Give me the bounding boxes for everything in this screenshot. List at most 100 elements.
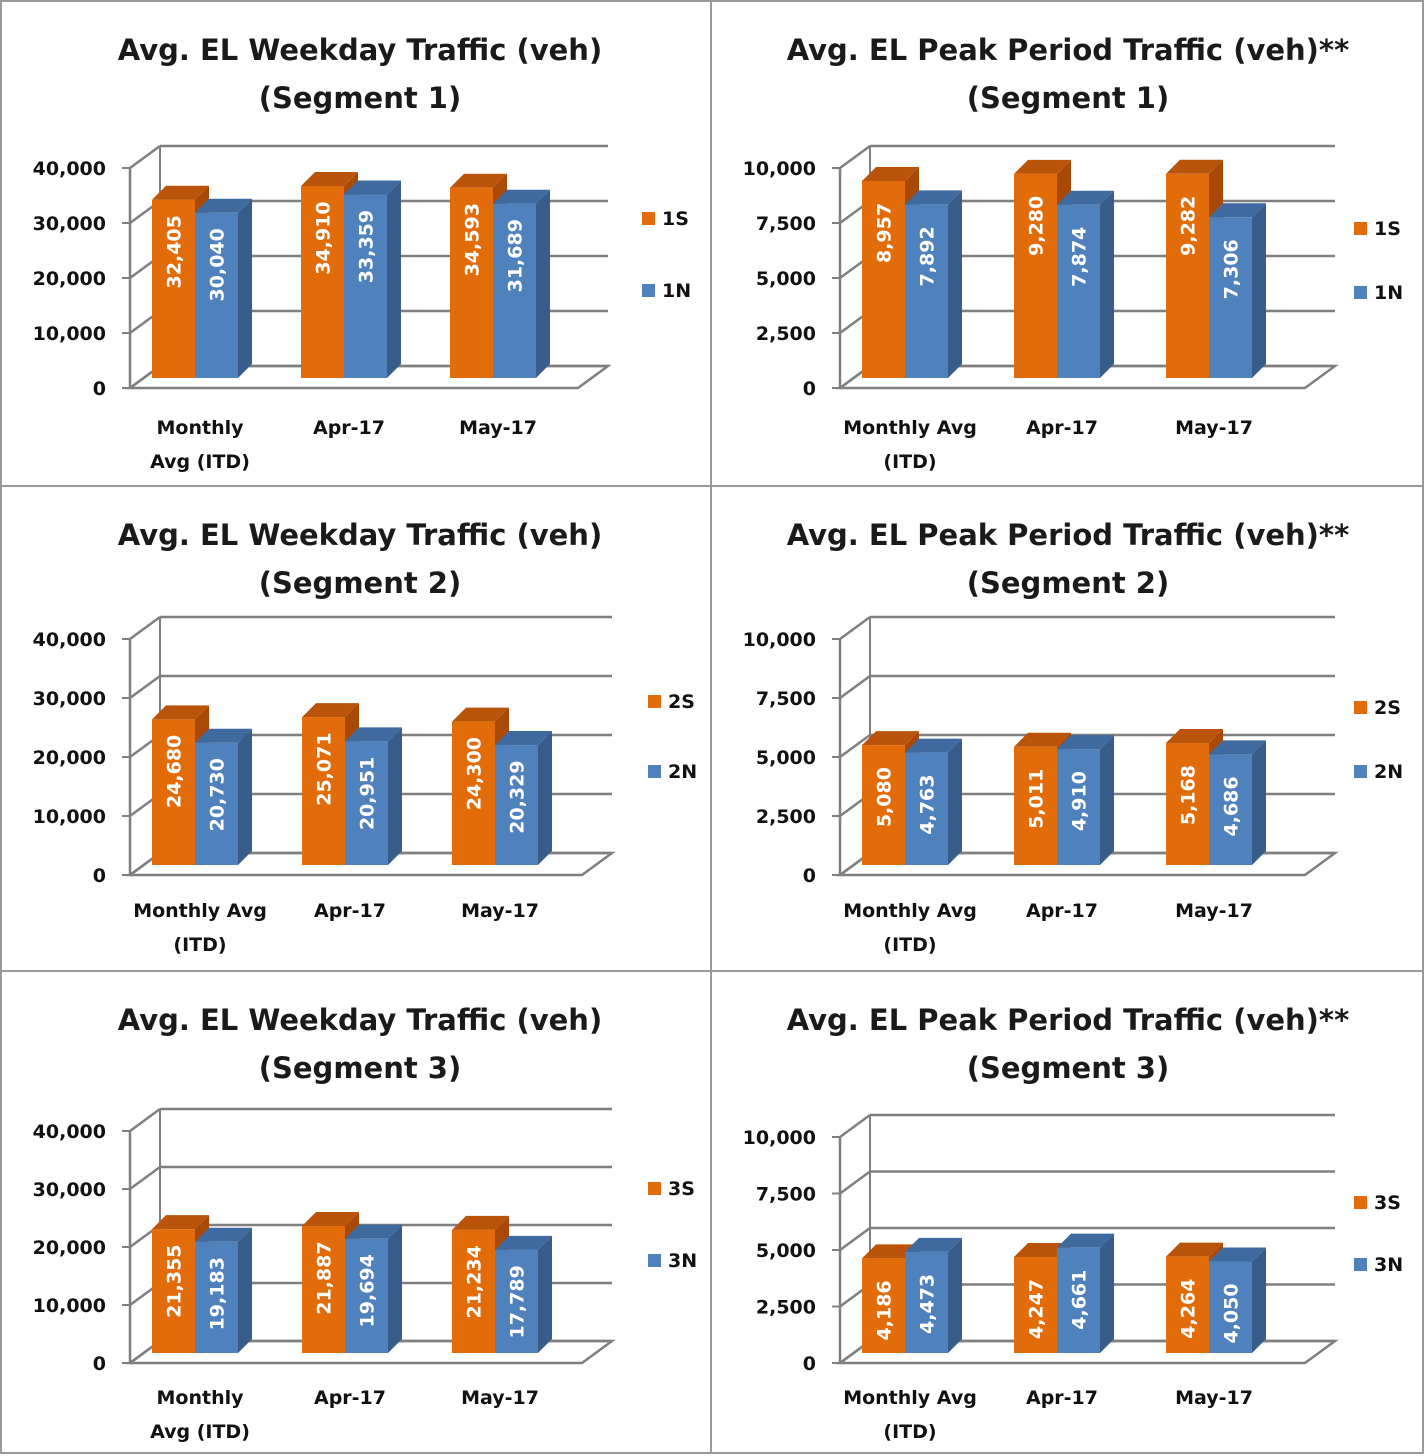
- chart-floor: [836, 851, 1339, 877]
- y-tick-label: 7,500: [756, 213, 816, 235]
- bar-1N-2: [493, 189, 550, 378]
- bar-side: [538, 1235, 552, 1353]
- bar-side: [238, 1227, 252, 1353]
- bar-front: [1014, 746, 1057, 865]
- data-label: 31,689: [505, 219, 527, 292]
- bar-front: [345, 1238, 388, 1353]
- data-label: 9,282: [1178, 196, 1200, 256]
- bar-front: [495, 745, 538, 865]
- bar-1N-2: [1209, 203, 1266, 378]
- legend-label: 2S: [1374, 697, 1401, 719]
- bar-top: [344, 180, 401, 195]
- chart-title: Avg. EL Peak Period Traffic (veh)**: [787, 518, 1350, 552]
- bar-top: [302, 703, 359, 718]
- bar-side: [1252, 740, 1266, 865]
- bar-front: [452, 1229, 495, 1353]
- bar-front: [195, 212, 238, 378]
- bar-2N-1: [345, 727, 402, 865]
- bar-side: [388, 1224, 402, 1353]
- x-category-label: Apr-17: [1026, 1387, 1098, 1409]
- x-category-label: Monthly Avg: [843, 900, 977, 922]
- y-tick-label: 30,000: [33, 1179, 106, 1201]
- bar-front: [905, 1251, 948, 1353]
- bar-top: [495, 731, 552, 746]
- chart-floor: [836, 1339, 1339, 1365]
- bar-2N-2: [1209, 740, 1266, 865]
- legend-label: 3S: [668, 1178, 695, 1200]
- bar-2N-0: [905, 738, 962, 865]
- chart-svg: Avg. EL Peak Period Traffic (veh)** (Segm…: [743, 33, 1403, 473]
- bar-side: [1100, 190, 1114, 378]
- bar-front: [905, 204, 948, 378]
- legend-label: 2S: [668, 691, 695, 713]
- y-tick-label: 10,000: [33, 806, 106, 828]
- chart-panel-weekday-segment-2: Avg. EL Weekday Traffic (veh) (Segment 2)…: [0, 485, 712, 972]
- y-tick-label: 5,000: [756, 747, 816, 769]
- bar-front: [450, 187, 493, 378]
- bar-1N-0: [195, 198, 252, 378]
- chart-title: Avg. EL Peak Period Traffic (veh)**: [787, 33, 1350, 67]
- legend-label: 1S: [1374, 218, 1401, 240]
- chart-panel-peak-segment-2: Avg. EL Peak Period Traffic (veh)** (Segm…: [710, 485, 1424, 972]
- x-category-label: (ITD): [883, 451, 936, 473]
- bar-front: [152, 719, 195, 865]
- bar-top: [152, 705, 209, 720]
- chart-subtitle: (Segment 2): [967, 566, 1170, 600]
- gridline-depth: [129, 674, 161, 700]
- bar-3N-2: [495, 1235, 552, 1353]
- data-label: 34,910: [313, 201, 335, 274]
- bar-top: [862, 166, 919, 181]
- data-label: 17,789: [507, 1265, 529, 1338]
- data-label: 7,892: [917, 226, 939, 286]
- data-label: 4,763: [917, 775, 939, 835]
- chart-svg: Avg. EL Weekday Traffic (veh) (Segment 1)…: [33, 33, 691, 473]
- x-category-label: Monthly Avg: [133, 900, 267, 922]
- chart-panel-weekday-segment-1: Avg. EL Weekday Traffic (veh) (Segment 1)…: [0, 0, 712, 487]
- bar-front: [195, 1241, 238, 1353]
- bar-top: [495, 1235, 552, 1250]
- bar-top: [195, 198, 252, 213]
- chart-subtitle: (Segment 1): [259, 81, 462, 115]
- bar-top: [905, 190, 962, 205]
- chart-panel-weekday-segment-3: Avg. EL Weekday Traffic (veh) (Segment 3)…: [0, 970, 712, 1454]
- bar-side: [538, 731, 552, 865]
- chart-floor: [126, 851, 616, 877]
- bar-front: [1057, 1247, 1100, 1353]
- bar-front: [1014, 173, 1057, 378]
- x-category-label: Avg (ITD): [150, 451, 250, 473]
- bar-front: [1209, 754, 1252, 865]
- chart-svg: Avg. EL Peak Period Traffic (veh)** (Segm…: [743, 1003, 1403, 1443]
- y-tick-label: 5,000: [756, 1240, 816, 1262]
- bar-3N-0: [905, 1237, 962, 1353]
- bar-front: [302, 1226, 345, 1353]
- bar-top: [195, 728, 252, 743]
- data-label: 19,694: [357, 1254, 379, 1327]
- bar-1N-0: [905, 190, 962, 378]
- bar-top: [493, 189, 550, 204]
- bar-top: [1057, 190, 1114, 205]
- bar-front: [1057, 749, 1100, 865]
- data-label: 4,264: [1178, 1279, 1200, 1339]
- y-tick-label: 0: [93, 378, 106, 400]
- bar-front: [1166, 1256, 1209, 1353]
- legend-label: 2N: [1374, 761, 1403, 783]
- bar-top: [905, 1237, 962, 1252]
- legend-swatch: [1354, 701, 1367, 714]
- x-category-label: May-17: [1175, 417, 1253, 439]
- bar-3N-2: [1209, 1247, 1266, 1353]
- bar-top: [302, 1212, 359, 1227]
- data-label: 4,247: [1026, 1279, 1048, 1339]
- legend-label: 2N: [668, 761, 697, 783]
- data-label: 4,910: [1069, 771, 1091, 831]
- chart-title: Avg. EL Weekday Traffic (veh): [118, 1003, 602, 1037]
- bar-top: [1057, 1233, 1114, 1248]
- x-category-label: Monthly Avg: [843, 417, 977, 439]
- y-tick-label: 10,000: [743, 1127, 816, 1149]
- chart-svg: Avg. EL Weekday Traffic (veh) (Segment 2)…: [33, 518, 697, 956]
- chart-title: Avg. EL Peak Period Traffic (veh)**: [787, 1003, 1350, 1037]
- bar-front: [1057, 204, 1100, 378]
- legend-label: 3N: [668, 1250, 697, 1272]
- gridline-depth: [839, 1113, 871, 1139]
- bar-3N-1: [345, 1224, 402, 1353]
- data-label: 20,329: [507, 760, 529, 833]
